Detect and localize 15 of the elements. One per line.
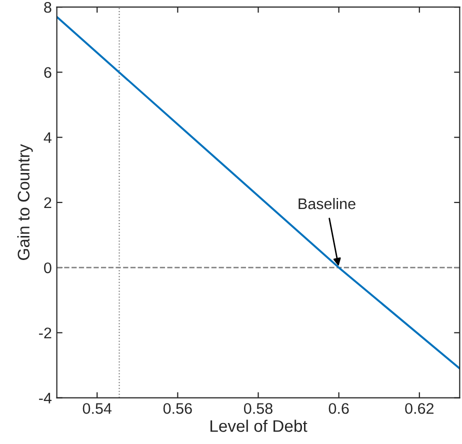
x-axis-title: Level of Debt	[210, 420, 308, 432]
y-tick-label: 2	[44, 197, 52, 208]
y-tick-label: 4	[44, 132, 52, 143]
annotation: Baseline	[298, 198, 356, 210]
x-tick-label: 0.6	[328, 403, 349, 414]
x-tick-label: 0.58	[244, 403, 272, 414]
y-tick-label: 8	[44, 2, 52, 13]
y-tick-label: 6	[44, 67, 52, 78]
x-tick-label: 0.56	[163, 403, 192, 414]
x-tick-label: 0.62	[405, 403, 434, 414]
y-axis-title: Gain to Country	[17, 144, 33, 260]
y-tick-label: -4	[39, 392, 52, 404]
y-tick-label: -2	[39, 328, 52, 338]
y-tick-label: 0	[44, 262, 52, 274]
x-tick-label: 0.54	[82, 403, 112, 414]
